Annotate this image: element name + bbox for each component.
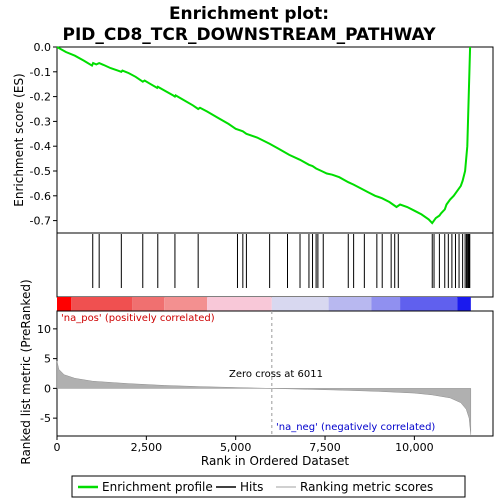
- rank-color-segment: [328, 297, 372, 311]
- es-panel-frame: [56, 46, 494, 234]
- rank-color-segment: [207, 297, 272, 311]
- es-y-tick-label: -0.6: [30, 190, 51, 203]
- chart-title-line1: Enrichment plot:: [169, 4, 329, 24]
- es-y-tick-label: -0.5: [30, 165, 51, 178]
- rank-y-tick-label: 10: [37, 323, 51, 336]
- rank-y-axis-label: Ranked list metric (PreRanked): [19, 279, 33, 464]
- rank-color-segment: [164, 297, 208, 311]
- x-tick-label: 5,000: [220, 441, 252, 454]
- es-y-tick-label: -0.4: [30, 140, 51, 153]
- rank-y-tick-label: 5: [44, 353, 51, 366]
- x-axis: 0 2,500 5,000 7,500 10,000: [54, 436, 434, 454]
- es-y-tick-label: -0.3: [30, 115, 51, 128]
- legend-box: [71, 475, 466, 498]
- hits-group: [92, 234, 471, 288]
- hits-panel-frame: [56, 232, 494, 298]
- es-y-tick-label: -0.2: [30, 91, 51, 104]
- zero-cross-label: Zero cross at 6011: [229, 369, 323, 380]
- legend-item-hits: Hits: [240, 480, 263, 494]
- chart-title-line2: PID_CD8_TCR_DOWNSTREAM_PATHWAY: [62, 25, 436, 45]
- x-tick-label: 10,000: [395, 441, 434, 454]
- x-tick-label: 2,500: [131, 441, 163, 454]
- rank-y-tick-label: 0: [44, 382, 51, 395]
- rank-y-tick-label: -5: [40, 412, 51, 425]
- rank-color-segment: [271, 297, 329, 311]
- es-y-tick-label: 0.0: [34, 41, 52, 54]
- x-axis-label: Rank in Ordered Dataset: [201, 454, 349, 468]
- es-y-tick-label: -0.1: [30, 66, 51, 79]
- x-tick-label: 7,500: [309, 441, 341, 454]
- ranking-metric-group: [56, 311, 472, 436]
- pos-label: 'na_pos' (positively correlated): [61, 313, 215, 324]
- es-y-tick-label: -0.7: [30, 215, 51, 228]
- legend-item-ranking: Ranking metric scores: [300, 480, 433, 494]
- rank-color-segment: [132, 297, 165, 311]
- rank-color-bar: [57, 297, 471, 311]
- rank-y-axis: 10 5 0 -5: [37, 323, 57, 425]
- es-y-axis-label: Enrichment score (ES): [12, 73, 26, 206]
- es-line: [56, 46, 472, 225]
- rank-color-segment: [457, 297, 471, 311]
- legend-item-enrichment: Enrichment profile: [102, 480, 213, 494]
- rank-color-segment: [400, 297, 458, 311]
- rank-color-segment: [371, 297, 401, 311]
- rank-color-segment: [57, 297, 72, 311]
- es-y-axis: 0.0 -0.1 -0.2 -0.3 -0.4 -0.5 -0.6 -0.7: [30, 41, 57, 228]
- rank-color-segment: [71, 297, 133, 311]
- neg-label: 'na_neg' (negatively correlated): [276, 422, 435, 433]
- ranking-metric-area: [56, 360, 472, 435]
- es-curve-group: [56, 46, 472, 225]
- x-tick-label: 0: [54, 441, 61, 454]
- ranking-panel-frame: [56, 310, 494, 437]
